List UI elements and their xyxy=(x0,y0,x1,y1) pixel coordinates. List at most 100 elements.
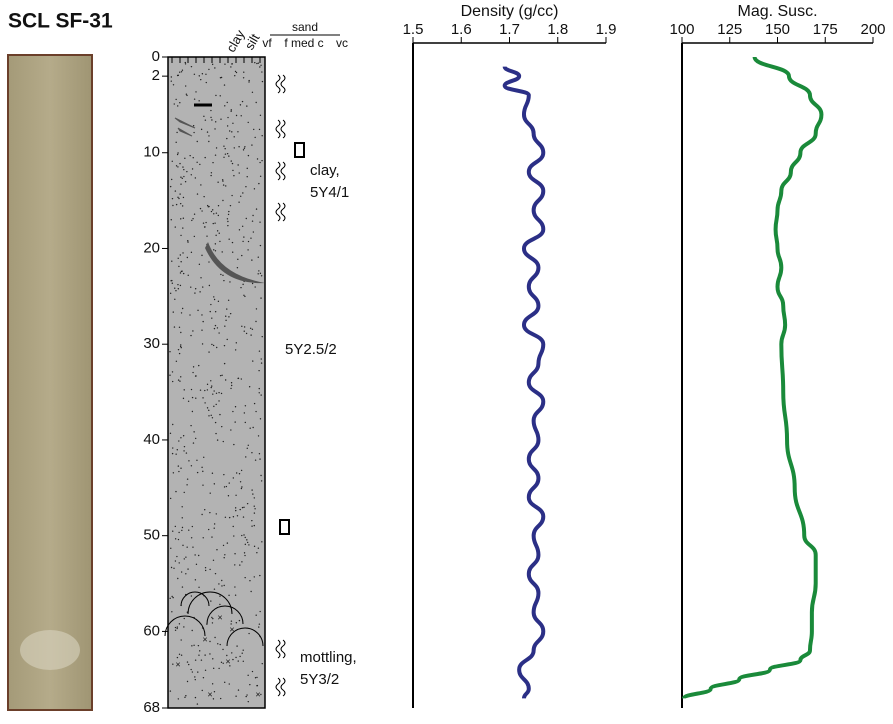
sand-dot xyxy=(219,595,221,597)
sand-dot xyxy=(197,309,199,312)
sand-dot xyxy=(200,659,203,661)
sand-dot xyxy=(244,543,247,546)
sand-dot xyxy=(171,260,173,262)
sand-dot xyxy=(172,530,174,532)
sand-dot xyxy=(192,442,195,444)
sand-dot xyxy=(193,235,196,238)
sand-dot xyxy=(252,214,254,217)
sand-dot xyxy=(238,619,241,622)
sand-dot xyxy=(194,659,197,661)
sand-dot xyxy=(193,73,196,75)
sand-dot xyxy=(222,544,225,547)
sand-dot xyxy=(230,384,233,387)
sand-dot xyxy=(218,391,220,394)
sand-dot xyxy=(224,105,226,107)
sand-dot xyxy=(224,516,227,518)
sand-dot xyxy=(184,696,186,699)
sand-dot xyxy=(233,175,235,177)
sand-dot xyxy=(180,346,182,349)
sand-dot xyxy=(223,279,225,282)
sand-dot xyxy=(210,600,212,602)
y-tick-label: 40 xyxy=(143,431,160,448)
sand-dot xyxy=(226,101,228,104)
mottle-x: × xyxy=(207,689,212,699)
sand-dot xyxy=(196,193,199,195)
sand-dot xyxy=(253,505,255,507)
sand-dot xyxy=(214,250,217,252)
sand-dot xyxy=(200,277,202,279)
sand-dot xyxy=(174,629,177,632)
sand-dot xyxy=(202,484,204,486)
sand-dot xyxy=(233,535,235,537)
sand-dot xyxy=(169,597,171,600)
sand-dot xyxy=(261,662,263,665)
sand-dot xyxy=(241,652,243,654)
sand-dot xyxy=(221,179,224,181)
sand-dot xyxy=(204,226,206,228)
sand-dot xyxy=(226,338,228,341)
x-tick-label: 175 xyxy=(813,21,838,38)
sand-dot xyxy=(180,344,182,346)
sand-dot xyxy=(230,382,233,384)
sand-dot xyxy=(221,251,223,253)
sand-dot xyxy=(191,525,194,528)
sand-dot xyxy=(229,665,231,667)
sand-dot xyxy=(259,175,262,177)
sand-dot xyxy=(192,330,194,332)
sand-dot xyxy=(172,596,174,599)
sand-dot xyxy=(248,81,250,83)
sand-dot xyxy=(196,161,198,164)
x-tick-label: 200 xyxy=(860,21,885,38)
sand-dot xyxy=(227,213,230,216)
sand-dot xyxy=(242,283,244,286)
sand-dot xyxy=(176,131,178,134)
sand-dot xyxy=(236,645,238,647)
sand-dot xyxy=(257,62,260,64)
sand-dot xyxy=(258,369,260,372)
sand-dot xyxy=(258,387,260,390)
sand-dot xyxy=(201,314,203,316)
x-tick-label: 1.8 xyxy=(547,21,568,38)
sand-dot xyxy=(261,80,264,83)
sand-dot xyxy=(210,109,212,112)
sand-dot xyxy=(258,350,261,352)
sand-dot xyxy=(243,326,246,328)
sand-dot xyxy=(213,405,215,408)
sand-dot xyxy=(230,110,232,112)
sand-dot xyxy=(244,554,246,557)
sand-dot xyxy=(251,452,253,454)
sand-dot xyxy=(186,256,189,259)
sand-dot xyxy=(174,538,177,540)
sand-dot xyxy=(190,465,193,467)
sand-dot xyxy=(250,237,252,239)
sand-dot xyxy=(181,506,183,508)
sand-dot xyxy=(186,478,189,480)
sand-dot xyxy=(226,125,229,127)
sand-dot xyxy=(175,453,177,455)
sand-dot xyxy=(179,254,182,256)
sand-dot xyxy=(170,219,172,221)
sand-dot xyxy=(247,700,249,703)
sand-dot xyxy=(253,512,256,514)
sand-dot xyxy=(215,212,218,214)
sand-dot xyxy=(182,252,184,254)
y-tick-label: 50 xyxy=(143,527,160,544)
sand-dot xyxy=(243,412,246,414)
sand-dot xyxy=(213,483,216,485)
sand-dot xyxy=(169,292,172,295)
sand-dot xyxy=(185,556,187,558)
sand-dot xyxy=(245,456,247,458)
sand-dot xyxy=(219,95,221,97)
profile-line xyxy=(681,56,824,700)
sand-dot xyxy=(188,529,190,531)
sand-dot xyxy=(261,135,263,137)
sand-dot xyxy=(180,571,183,573)
sand-dot xyxy=(208,409,210,412)
sand-dot xyxy=(232,410,234,413)
sand-dot xyxy=(214,636,216,639)
sand-dot xyxy=(219,697,222,700)
sand-dot xyxy=(190,174,192,176)
sand-dot xyxy=(241,325,243,327)
sand-dot xyxy=(190,668,192,671)
